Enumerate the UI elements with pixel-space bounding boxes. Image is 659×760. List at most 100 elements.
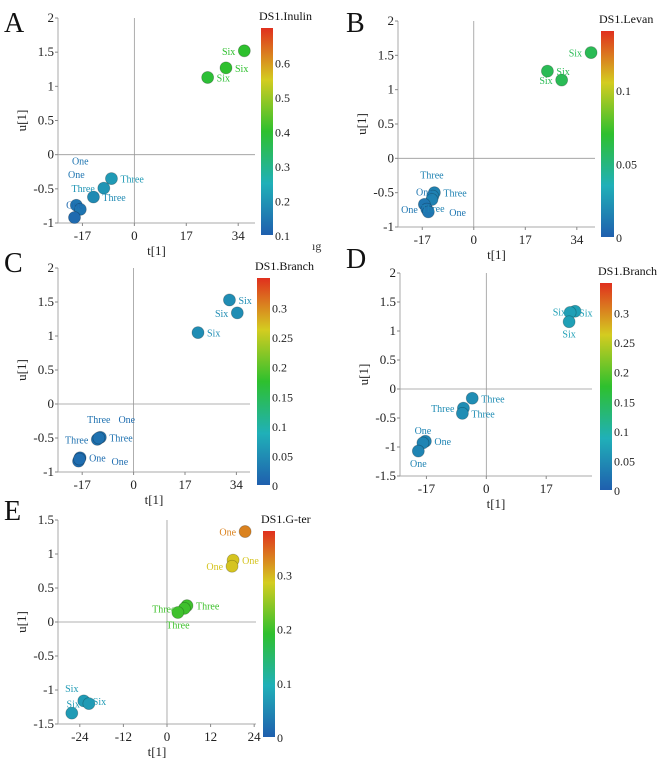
colorbar-tick-label: 0.25 [272,331,293,345]
point-label: One [416,187,433,198]
y-tick-label: 1.5 [38,512,54,527]
data-point [230,306,244,320]
data-point [541,64,554,78]
point-label: Six [65,684,78,695]
point-label: One [206,562,223,573]
x-tick-label: 17 [178,477,192,492]
x-tick-label: 34 [570,232,584,247]
x-tick-label: -17 [418,481,436,496]
panel-e: E -1.5 -1 -0.5 0 0.5 1 1.5 -24 -12 0 12 24 t[1] u[1] DS… [4,496,311,759]
colorbar-title: DS1.G-ter [261,512,311,526]
colorbar-tick-label: 0.4 [275,126,290,140]
data-point [455,406,469,420]
colorbar-tick-label: 0.25 [614,336,635,350]
point-label: One [68,170,85,181]
x-tick-label: -12 [115,729,132,744]
point-label: One [66,201,83,212]
y-tick-label: 1 [48,546,55,561]
point-label: One [434,437,451,448]
point-label: Six [553,307,566,318]
point-label: Three [71,184,95,195]
x-tick-label: 34 [230,477,244,492]
colorbar-tick-label: 0 [614,484,620,498]
data-point [87,190,100,204]
point-label: Three [109,433,133,444]
point-label: Three [166,620,190,631]
y-tick-label: 2 [388,13,395,28]
colorbar [601,31,614,237]
colorbar-tick-label: 0.2 [272,361,287,375]
y-tick-label: 0.5 [38,362,54,377]
point-label: Six [222,47,235,58]
x-tick-label: 17 [180,228,194,243]
y-tick-label: -1 [43,215,54,230]
panel-letter: A [4,8,25,39]
y-tick-label: -0.5 [33,430,54,445]
y-tick-label: -0.5 [33,181,54,196]
point-label: Three [196,602,220,613]
point-label: One [415,426,432,437]
panel-b: B -1 -0.5 0 0.5 1 1.5 2 -17 0 17 34 t[1] u[1] DS1.Leva… [346,8,653,262]
x-tick-label: 0 [483,481,490,496]
data-point [191,326,205,340]
data-point [411,444,425,458]
y-axis-label: u[1] [14,359,29,381]
y-axis-label: u[1] [14,110,29,132]
point-label: One [242,556,259,567]
colorbar [257,278,270,485]
colorbar-tick-label: 0.05 [614,454,635,468]
data-point [201,71,215,84]
x-axis-label: t[1] [147,243,166,258]
data-point [82,697,96,710]
y-tick-label: -1.5 [375,468,396,483]
data-point [65,706,79,720]
point-label: Three [120,175,144,186]
colorbar-tick-label: 0.2 [614,366,629,380]
colorbar-tick-label: 0.3 [275,160,290,174]
point-label: Six [217,73,230,84]
y-tick-label: 1.5 [378,47,394,62]
colorbar-tick-label: 0.3 [272,302,287,316]
panel-letter: D [346,244,366,275]
colorbar-title: DS1.Branch [255,259,314,273]
data-point [171,606,185,619]
y-axis-label: u[1] [354,113,369,135]
x-tick-label: 0 [164,729,171,744]
y-tick-label: -0.5 [33,648,54,663]
y-tick-label: 0 [390,381,397,396]
colorbar-tick-label: 0.2 [275,195,290,209]
y-tick-label: 0 [48,396,55,411]
panel-letter: B [346,8,365,39]
point-label: Three [443,189,467,200]
point-label: Six [238,296,251,307]
y-tick-label: -1 [43,464,54,479]
y-tick-label: 1 [48,328,55,343]
data-point [97,181,111,195]
point-label: Three [102,193,126,204]
x-tick-label: 0 [131,228,138,243]
y-axis-label: u[1] [356,364,371,386]
y-tick-label: 0.5 [378,116,394,131]
y-tick-label: 1 [48,78,55,93]
point-label: One [72,156,89,167]
point-label: Six [235,64,248,75]
data-point [219,61,233,75]
y-tick-label: 2 [48,260,55,275]
y-tick-label: -1.5 [33,716,54,731]
y-tick-label: 0.5 [380,352,396,367]
data-point [73,452,86,466]
colorbar-tick-label: 0.1 [616,84,631,98]
y-tick-label: -0.5 [373,185,394,200]
point-label: One [89,454,106,465]
colorbar [600,283,612,490]
x-axis-label: t[1] [148,744,167,759]
colorbar-tick-label: 0 [272,479,278,493]
x-tick-label: 24 [248,729,262,744]
colorbar [261,28,273,235]
x-axis-label: t[1] [487,247,506,262]
y-tick-label: -1 [385,439,396,454]
x-tick-label: 17 [519,232,533,247]
point-label: Three [152,604,176,615]
point-label: Six [93,697,106,708]
